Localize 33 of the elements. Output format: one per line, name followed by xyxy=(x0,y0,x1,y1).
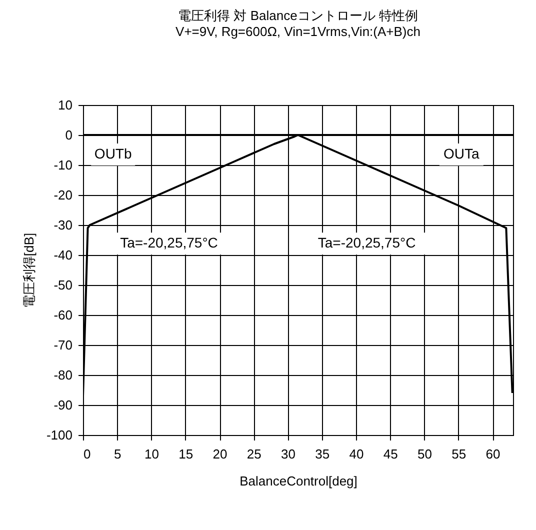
x-tick-label: 35 xyxy=(315,446,330,462)
x-tick-label: 60 xyxy=(486,446,500,462)
x-tick-label: 45 xyxy=(383,446,398,462)
x-tick-label: 40 xyxy=(349,446,364,462)
y-tick-label: -30 xyxy=(54,218,72,232)
chart-subtitle: V+=9V, Rg=600Ω, Vin=1Vrms,Vin:(A+B)ch xyxy=(176,24,420,39)
x-tick-label: 55 xyxy=(452,446,466,462)
annotation: Ta=-20,25,75°C xyxy=(318,234,416,251)
x-tick-label: 0 xyxy=(84,446,91,462)
y-tick-label: -10 xyxy=(54,158,72,172)
x-tick-label: 30 xyxy=(281,446,296,462)
y-tick-label: -80 xyxy=(54,368,72,382)
y-tick-label: -100 xyxy=(46,428,72,442)
annotation: OUTb xyxy=(94,146,132,162)
y-tick-label: -60 xyxy=(54,308,72,322)
x-tick-label: 5 xyxy=(114,446,122,462)
y-tick-label: -50 xyxy=(54,278,72,292)
y-axis-title: 電圧利得[dB] xyxy=(21,232,36,308)
x-tick-label: 20 xyxy=(212,446,228,462)
x-tick-label: 50 xyxy=(418,446,432,462)
x-axis-title: BalanceControl[deg] xyxy=(240,474,358,488)
chart-title: 電圧利得 対 Balanceコントロール 特性例 xyxy=(178,8,418,23)
annotation: OUTa xyxy=(444,146,480,162)
y-tick-label: -90 xyxy=(54,398,72,412)
y-tick-label: 0 xyxy=(65,128,72,142)
y-tick-label: -70 xyxy=(54,338,72,352)
annotation: Ta=-20,25,75°C xyxy=(120,234,218,251)
x-tick-label: 10 xyxy=(144,446,159,462)
y-tick-label: -40 xyxy=(54,248,72,262)
x-tick-label: 25 xyxy=(246,446,262,462)
x-tick-label: 15 xyxy=(178,446,194,462)
y-tick-label: -20 xyxy=(54,188,72,202)
y-tick-label: 10 xyxy=(58,98,72,112)
